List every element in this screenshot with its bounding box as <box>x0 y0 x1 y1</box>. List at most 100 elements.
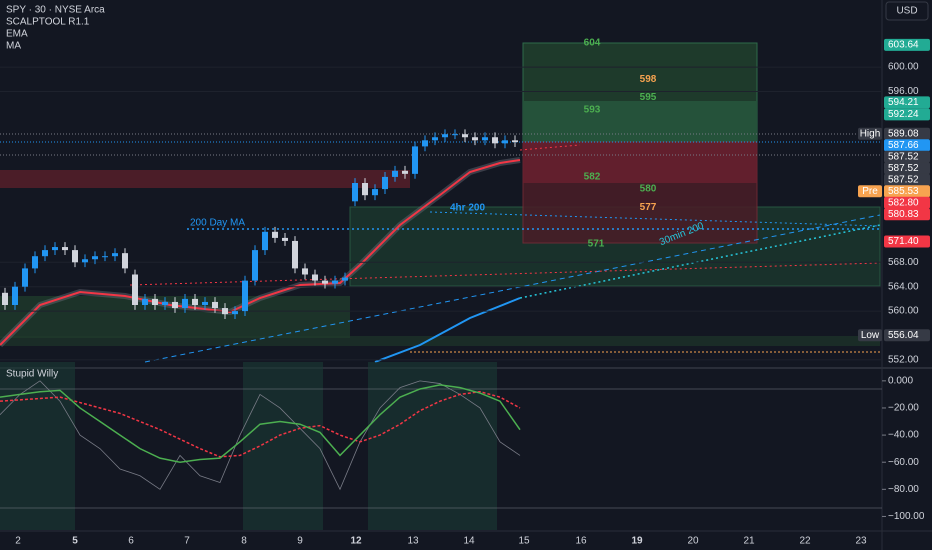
x-tick-label: 12 <box>350 536 362 547</box>
signal-zone <box>368 362 497 530</box>
price-tag-label: 603.64 <box>888 40 919 51</box>
candle-body <box>372 189 378 196</box>
candle-body <box>352 183 358 202</box>
candle-body <box>462 134 468 138</box>
price-tag-label: 571.40 <box>888 236 919 247</box>
candle-body <box>392 170 398 177</box>
ma-30min <box>374 297 521 363</box>
y2-tick-label: −20.00 <box>888 403 919 414</box>
candle-body <box>472 137 478 141</box>
osc-line <box>0 380 521 491</box>
candle-body <box>12 286 18 305</box>
candle-body <box>242 280 248 312</box>
signal-zone <box>243 362 323 530</box>
level-label: 571 <box>588 239 605 250</box>
price-tag <box>884 38 930 51</box>
x-tick-label: 23 <box>855 536 867 547</box>
price-tag-name: High <box>860 128 881 139</box>
stop-zone-inner <box>523 142 757 183</box>
candle-body <box>132 274 138 305</box>
signal-zone <box>0 362 75 530</box>
price-tag-label: 589.08 <box>888 128 919 139</box>
price-tag-name-bg <box>858 127 882 140</box>
resistance-zone <box>0 170 410 188</box>
currency-button[interactable] <box>885 1 929 21</box>
x-tick-label: 15 <box>518 536 530 547</box>
candle-body <box>192 298 198 305</box>
x-tick-label: 20 <box>687 536 699 547</box>
x-tick-label: 13 <box>407 536 419 547</box>
candle-body <box>172 301 178 309</box>
y2-tick-label: −60.00 <box>888 457 919 468</box>
y-tick-label: 568.00 <box>888 257 919 268</box>
candle-body <box>382 176 388 190</box>
indicator-label: EMA <box>6 29 28 40</box>
candle-body <box>142 298 148 305</box>
y2-tick-label: 0.000 <box>888 375 913 386</box>
candle-body <box>362 183 368 196</box>
candle-body <box>322 280 328 284</box>
ma-4hr-ext <box>429 211 881 227</box>
candle-body <box>292 240 298 269</box>
level-label: 604 <box>584 37 601 48</box>
x-tick-label: 5 <box>72 536 78 547</box>
candle-body <box>442 134 448 138</box>
y-tick-label: 552.00 <box>888 355 919 366</box>
level-label: 582 <box>584 172 601 183</box>
price-tag <box>884 108 930 121</box>
candle-body <box>312 274 318 281</box>
level-label: 595 <box>640 92 657 103</box>
candle-body <box>32 256 38 269</box>
price-tag <box>884 162 930 175</box>
candle-body <box>22 268 28 287</box>
price-tag <box>884 127 930 140</box>
x-tick-label: 14 <box>463 536 475 547</box>
price-tag-label: 580.83 <box>888 209 919 220</box>
candle-body <box>332 280 338 284</box>
price-tag-label: 582.80 <box>888 197 919 208</box>
price-tag-label: 587.52 <box>888 174 919 185</box>
price-tag <box>884 96 930 109</box>
price-tag-name-bg <box>858 185 882 198</box>
ema-line <box>0 159 521 346</box>
price-tag <box>884 173 930 186</box>
candle-body <box>42 250 48 257</box>
candle-body <box>62 247 68 251</box>
candle-body <box>72 250 78 263</box>
candle-body <box>512 140 518 143</box>
red-ma-ext <box>519 144 581 151</box>
price-tag-name: Low <box>861 330 880 341</box>
price-tag-label: 587.66 <box>888 140 919 151</box>
candle-body <box>202 301 208 305</box>
candle-body <box>452 134 458 136</box>
price-tag-name-bg <box>858 329 882 342</box>
candle-body <box>112 253 118 257</box>
annotation: 200 Day MA <box>190 218 245 229</box>
low-zone <box>0 336 880 346</box>
x-tick-label: 9 <box>297 536 303 547</box>
candle-body <box>282 237 288 241</box>
price-tag-label: 585.53 <box>888 186 919 197</box>
candle-body <box>252 250 258 281</box>
price-tag <box>884 150 930 163</box>
y2-tick-label: −80.00 <box>888 484 919 495</box>
ma-30min-ext <box>519 224 881 299</box>
candle-body <box>262 231 268 251</box>
x-tick-label: 16 <box>575 536 587 547</box>
price-tag <box>884 185 930 198</box>
candle-body <box>92 256 98 260</box>
x-tick-label: 6 <box>128 536 134 547</box>
candle-body <box>432 137 438 141</box>
y2-tick-label: −100.00 <box>888 511 925 522</box>
price-tag-label: 556.04 <box>888 330 919 341</box>
candle-body <box>152 298 158 305</box>
candle-body <box>422 140 428 147</box>
candle-body <box>122 253 128 269</box>
y-tick-label: 564.00 <box>888 281 919 292</box>
symbol-title: SPY · 30 · NYSE Arca <box>6 5 105 16</box>
level-label: 580 <box>640 184 657 195</box>
candle-body <box>302 268 308 275</box>
y-tick-label: 596.00 <box>888 86 919 97</box>
x-tick-label: 7 <box>184 536 190 547</box>
